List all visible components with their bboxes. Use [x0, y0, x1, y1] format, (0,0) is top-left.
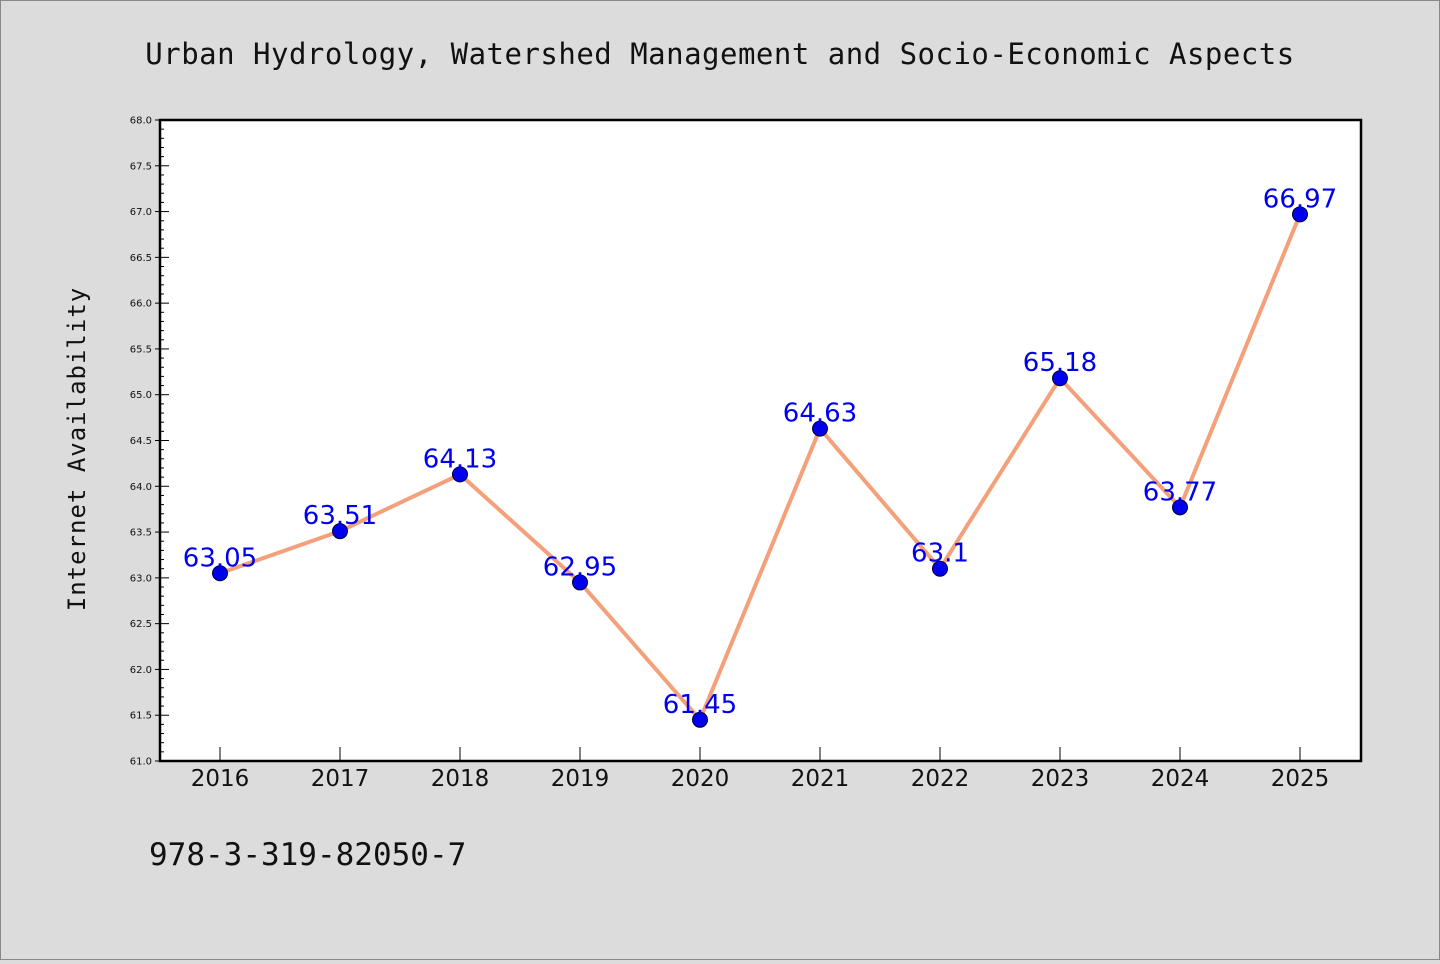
data-point: [452, 466, 468, 483]
y-tick-label: 64.5: [130, 436, 152, 447]
data-point: [332, 523, 348, 540]
y-tick-label: 67.5: [130, 161, 152, 172]
chart-title: Urban Hydrology, Watershed Management an…: [145, 37, 1294, 71]
data-point: [572, 574, 588, 591]
y-tick-label: 66.0: [130, 299, 152, 310]
data-point: [1172, 499, 1188, 516]
x-tick-label: 2024: [1151, 766, 1210, 792]
data-label: 65.18: [1023, 348, 1097, 378]
x-tick-label: 2022: [911, 766, 970, 792]
y-tick-label: 61.0: [130, 757, 152, 768]
y-tick-label: 66.5: [130, 253, 152, 264]
data-label: 61.45: [663, 690, 737, 720]
y-tick-label: 63.0: [130, 573, 152, 584]
x-tick-label: 2016: [191, 766, 250, 792]
y-tick-label: 67.0: [130, 207, 152, 218]
y-tick-label: 64.0: [130, 482, 152, 493]
x-tick-label: 2020: [671, 766, 730, 792]
data-label: 64.63: [783, 399, 857, 429]
x-tick-label: 2023: [1031, 766, 1090, 792]
data-label: 63.77: [1143, 477, 1217, 507]
x-tick-label: 2018: [431, 766, 490, 792]
x-tick-label: 2019: [551, 766, 610, 792]
data-label: 63.1: [911, 539, 969, 569]
data-label: 64.13: [423, 444, 497, 474]
y-tick-label: 61.5: [130, 711, 152, 722]
series-line: [218, 212, 1302, 722]
data-label: 63.51: [303, 501, 377, 531]
footer-identifier: 978-3-319-82050-7: [149, 837, 466, 873]
y-axis-label: Internet Availability: [63, 287, 91, 611]
data-point: [1292, 206, 1308, 223]
plot-area: 61.0 61.5 62.0 62.5 63.0 63.5 64.0 64.5 65.0 65.5…: [130, 116, 1363, 792]
data-point: [932, 560, 948, 577]
y-tick-label: 65.0: [130, 390, 152, 401]
plot-background: [160, 120, 1361, 761]
data-point: [212, 565, 228, 582]
y-tick-label: 62.0: [130, 665, 152, 676]
y-tick-label: 65.5: [130, 344, 152, 355]
y-tick-label: 62.5: [130, 619, 152, 630]
data-point: [812, 420, 828, 437]
plot-frame: [158, 118, 1363, 763]
data-label: 66.97: [1263, 184, 1337, 214]
x-tick-label: 2021: [791, 766, 850, 792]
data-label: 63.05: [183, 543, 257, 573]
y-tick-label: 63.5: [130, 528, 152, 539]
data-label: 62.95: [543, 552, 617, 582]
x-tick-label: 2017: [311, 766, 370, 792]
y-tick-label: 68.0: [130, 116, 152, 127]
data-point: [1052, 370, 1068, 387]
x-tick-label: 2025: [1271, 766, 1330, 792]
data-point: [692, 711, 708, 728]
